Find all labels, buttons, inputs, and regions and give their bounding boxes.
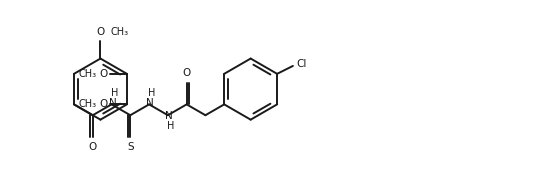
Text: H: H — [148, 89, 156, 98]
Text: Cl: Cl — [297, 59, 307, 69]
Text: O: O — [89, 142, 97, 152]
Text: S: S — [127, 142, 134, 152]
Text: O: O — [99, 69, 107, 79]
Text: CH₃: CH₃ — [78, 69, 96, 79]
Text: O: O — [96, 27, 105, 37]
Text: N: N — [146, 98, 154, 108]
Text: O: O — [183, 68, 191, 78]
Text: H: H — [167, 121, 175, 131]
Text: O: O — [99, 99, 107, 109]
Text: H: H — [111, 89, 118, 98]
Text: N: N — [165, 111, 172, 121]
Text: CH₃: CH₃ — [78, 99, 96, 109]
Text: CH₃: CH₃ — [111, 27, 128, 37]
Text: N: N — [108, 98, 116, 108]
